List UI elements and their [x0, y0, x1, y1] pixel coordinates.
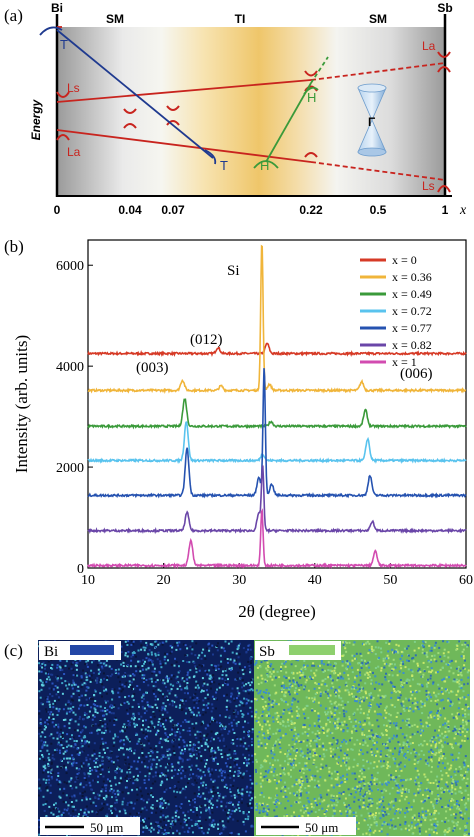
- x-tick-label: 40: [308, 573, 322, 588]
- ls-label-left: Ls: [67, 81, 80, 95]
- panel-b-label: (b): [4, 237, 24, 256]
- legend-entry: x = 1: [392, 355, 417, 369]
- t-band-cap-left: [39, 26, 63, 36]
- t-band: [39, 26, 217, 165]
- sb-scalebar-box: [256, 817, 356, 835]
- h-band-line: [265, 82, 312, 163]
- x-tick-0: 0: [54, 203, 61, 217]
- y-tick-label: 6000: [56, 259, 84, 274]
- xrd-line-series-2: [87, 398, 467, 430]
- la-label-right: La: [422, 39, 436, 53]
- x-tick-label: 30: [232, 573, 246, 588]
- xrd-line-series-1: [87, 244, 467, 395]
- legend-entry: x = 0.49: [392, 287, 432, 301]
- peak-012-annotation: (012): [190, 332, 223, 348]
- marker-022-upper: [304, 70, 318, 92]
- xrd-line-series-0: [87, 342, 467, 358]
- xrd-legend: x = 0 x = 0.36 x = 0.49 x = 0.72 x = 0.77 x =…: [360, 253, 432, 369]
- marker-sb-upper: [437, 51, 451, 73]
- marker-004: [123, 108, 137, 129]
- h-band-cap-bottom: [253, 160, 279, 169]
- ls-band-right-dashed: [310, 62, 446, 81]
- y-tick-label: 2000: [56, 461, 84, 476]
- xrd-line-series-6: [87, 508, 467, 570]
- sb-color-swatch: [289, 645, 335, 655]
- peak-006-annotation: (006): [400, 366, 433, 382]
- marker-022-lower: [304, 152, 318, 158]
- xrd-axis-ticks: 10 20 30 40 50 60 0 2000 4000 6000: [56, 259, 473, 588]
- xrd-line-series-4: [87, 368, 467, 499]
- h-band-cap-top: [303, 86, 319, 95]
- legend-entry: x = 0.36: [392, 270, 432, 284]
- panel-c-label: (c): [4, 641, 23, 660]
- panel-a: (a) Bi SM TI SM Sb Energy 0 0.04 0.07 0.…: [4, 1, 467, 218]
- x-tick-label: 20: [157, 573, 171, 588]
- legend-entry: x = 0.77: [392, 321, 432, 335]
- panel-c: (c) Bi Sb 50 μm 50 μm: [4, 640, 470, 836]
- ls-label-right: Ls: [422, 179, 435, 193]
- ls-band-left: [56, 79, 312, 103]
- bi-color-swatch: [70, 645, 114, 655]
- sb-label: Sb: [437, 1, 452, 15]
- si-annotation: Si: [227, 263, 240, 279]
- x-tick-004: 0.04: [118, 203, 142, 217]
- panel-a-label: (a): [4, 6, 23, 25]
- la-band-right-dashed: [310, 161, 446, 181]
- bi-scalebar-label: 50 μm: [90, 820, 123, 835]
- crossing-markers: [56, 51, 451, 193]
- ti-label: TI: [235, 12, 246, 26]
- sm-right-label: SM: [369, 12, 387, 26]
- h-label-bottom: H: [260, 158, 269, 173]
- t-band-cap-right: [204, 149, 217, 165]
- x-tick-1: 1: [442, 203, 449, 217]
- x-tick-022: 0.22: [299, 203, 323, 217]
- h-label-top: H: [307, 90, 316, 105]
- legend-entry: x = 0.72: [392, 304, 432, 318]
- sm-left-label: SM: [106, 12, 124, 26]
- y-tick-label: 4000: [56, 360, 84, 375]
- legend-entry: x = 0.82: [392, 338, 432, 352]
- peak-003-annotation: (003): [136, 360, 169, 376]
- la-label-left: La: [67, 145, 81, 159]
- marker-bi-lower: [56, 134, 70, 141]
- dirac-cone-icon: Γ: [357, 83, 387, 157]
- bi-scalebar-box: [40, 817, 140, 835]
- xrd-lines: [87, 244, 467, 570]
- x-axis-label: x: [459, 203, 467, 218]
- x-tick-label: 60: [459, 573, 473, 588]
- energy-axis-label: Energy: [29, 98, 43, 140]
- xrd-line-series-3: [87, 421, 467, 465]
- x-tick-label: 10: [81, 573, 95, 588]
- xrd-y-axis-title: Intensity (arb. units): [12, 335, 31, 473]
- bi-legend-label: Bi: [44, 644, 58, 660]
- t-label-right: T: [220, 158, 228, 173]
- gamma-label: Γ: [368, 115, 376, 129]
- x-tick-05: 0.5: [370, 203, 387, 217]
- xrd-line-series-5: [87, 465, 467, 535]
- marker-bi-upper: [56, 91, 70, 98]
- sb-scalebar-label: 50 μm: [305, 820, 338, 835]
- x-tick-007: 0.07: [161, 203, 185, 217]
- legend-entry: x = 0: [392, 253, 417, 267]
- t-label-left: T: [60, 37, 68, 52]
- xrd-plot-frame: [87, 239, 467, 569]
- marker-007: [166, 105, 180, 126]
- phase-background: [57, 27, 445, 195]
- xrd-x-axis-title: 2θ (degree): [238, 602, 316, 621]
- h-band-dashed: [310, 56, 329, 84]
- y-tick-label: 0: [77, 562, 84, 577]
- h-band: [253, 56, 329, 169]
- x-tick-label: 50: [383, 573, 397, 588]
- t-band-line: [56, 29, 214, 159]
- bi-label: Bi: [51, 1, 63, 15]
- sb-map-texture: [254, 640, 470, 836]
- sb-legend-label: Sb: [259, 644, 275, 660]
- marker-sb-lower: [437, 185, 451, 193]
